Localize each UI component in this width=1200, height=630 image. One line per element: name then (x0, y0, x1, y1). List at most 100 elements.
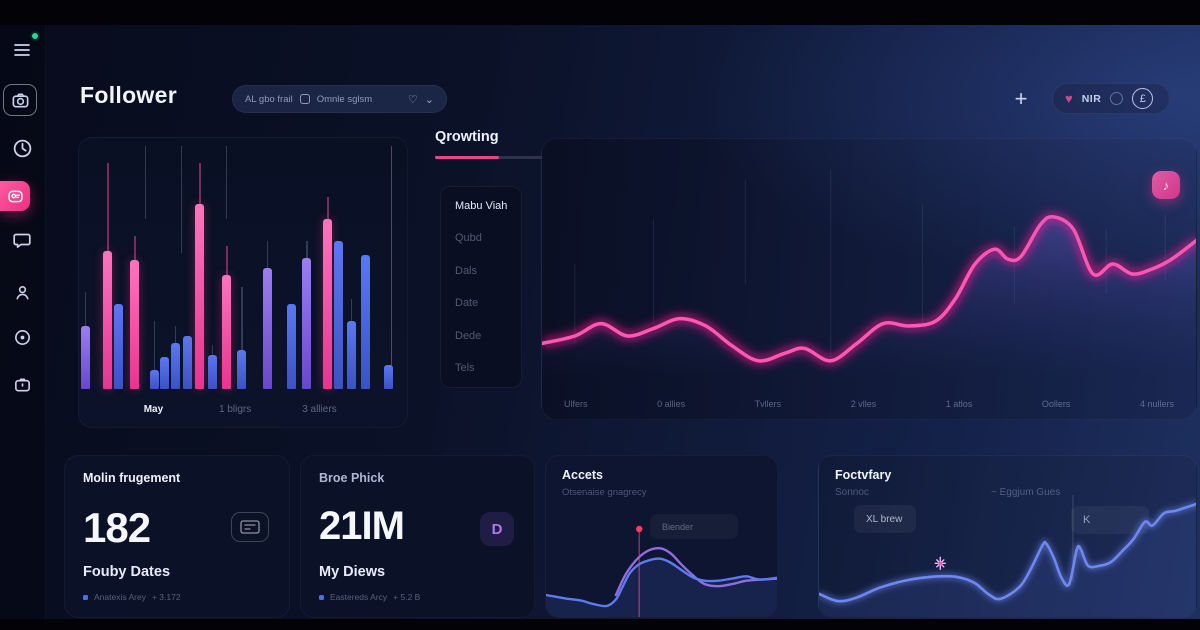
bar-wick (199, 163, 201, 205)
x-axis-label: 1 atlos (945, 399, 973, 409)
bottom-strip (0, 619, 1200, 630)
music-note-button[interactable]: ♪ (1152, 171, 1180, 199)
filter-badge-right[interactable]: K (1071, 506, 1149, 534)
bar (384, 364, 394, 389)
legend-label: Anatexis Arey (94, 592, 146, 602)
card-label-right: ~ Eggjum Gues (991, 487, 1061, 498)
notification-badge (30, 31, 40, 41)
x-axis-label: Oollers (1041, 399, 1071, 409)
bar (222, 274, 231, 389)
keyboard-card-icon[interactable] (231, 512, 269, 542)
card-title: Molin frugement (83, 471, 181, 485)
accets-chart (546, 525, 777, 617)
metric-legend: Eastereds Arcy + 5.2 B (319, 592, 420, 602)
x-axis-label: May (143, 404, 164, 415)
profile-name: NIR (1081, 92, 1102, 105)
legend-delta: + 5.2 B (393, 592, 421, 602)
x-axis-label: 3 alliers (302, 404, 337, 415)
chart-hairline (144, 146, 147, 219)
x-axis-label: 0 allies (657, 399, 686, 409)
bar-wick (174, 325, 177, 343)
bar (302, 257, 312, 389)
header-actions: + ♥ NIR £ (1006, 83, 1170, 114)
chart-hairline (390, 146, 393, 389)
add-button[interactable]: + (1014, 85, 1028, 111)
tab-growth[interactable]: Qrowting (435, 129, 499, 145)
metric-legend: Anatexis Arey + 3.172 (83, 592, 181, 602)
tab-underline (435, 156, 545, 159)
filter-badge-left[interactable]: XL brew (854, 505, 916, 533)
search-text-right: Omnle sglsm (316, 93, 373, 105)
x-axis-label: Ulfers (564, 399, 588, 409)
bar-wick (327, 197, 329, 219)
card-title: Broe Phick (319, 471, 385, 485)
page-title: Follower (80, 82, 177, 108)
chart-hairline (180, 146, 183, 253)
bar-wick (211, 345, 214, 355)
line-chart-x-axis: Ulfers 0 allies Tvllers 2 vlles 1 atlos Oolle… (542, 399, 1196, 409)
legend-label: Eastereds Arcy (330, 592, 388, 602)
menu-item[interactable]: Mabu Viah (455, 200, 508, 212)
bar (195, 204, 205, 389)
legend-dot (319, 594, 324, 600)
metric-value: 21IM (319, 504, 405, 548)
card-title: Accets (562, 468, 603, 482)
profile-pill[interactable]: ♥ NIR £ (1052, 83, 1170, 114)
top-strip (0, 0, 1200, 25)
metric-subtitle: My Diews (319, 564, 386, 580)
chat-icon[interactable] (7, 225, 37, 255)
audience-icon[interactable] (0, 181, 30, 211)
line-chart-card[interactable]: Ulfers 0 allies Tvllers 2 vlles 1 atlos Oolle… (541, 138, 1197, 420)
metric-card-views: Broe Phick 21IM D My Diews Eastereds Arc… (300, 455, 535, 618)
x-axis-label: 2 vlles (850, 399, 877, 409)
bar (103, 250, 113, 389)
bar-wick (306, 240, 308, 258)
bar (237, 350, 247, 389)
main-area: Follower AL gbo frail Omnle sglsm ♡ ⌄ + … (0, 25, 1200, 619)
search-bar[interactable]: AL gbo frail Omnle sglsm ♡ ⌄ (232, 85, 447, 113)
card-subtitle: Otsenaise gnagrecy (562, 487, 647, 498)
sidebar (0, 25, 46, 619)
chart-tooltip: Biender (650, 514, 738, 539)
foctvfary-card[interactable]: Foctvfary Sonnoc ~ Eggjum Gues XL brew K (818, 455, 1197, 618)
bar (333, 240, 343, 389)
menu-icon[interactable] (7, 31, 40, 65)
x-axis-label: 4 nullers (1139, 399, 1174, 409)
bar-wick (84, 291, 87, 326)
card-label-left: Sonnoc (835, 487, 869, 498)
bar (130, 260, 140, 389)
bar-chart (79, 146, 407, 389)
bar (80, 325, 90, 389)
menu-item[interactable]: Tels (455, 361, 475, 374)
bar-wick (241, 286, 243, 351)
briefcase-icon[interactable] (7, 369, 37, 399)
camera-icon[interactable] (3, 84, 37, 116)
d-badge-icon[interactable]: D (480, 512, 514, 546)
foctvfary-chart (819, 495, 1196, 617)
history-icon[interactable] (7, 133, 37, 163)
growth-dropdown-menu: Mabu Viah Qubd Dals Date Dede Tels (440, 186, 522, 388)
status-circle-icon (1110, 92, 1124, 105)
bar-wick (350, 299, 353, 321)
bar (207, 354, 217, 389)
bar (323, 218, 333, 389)
user-icon[interactable] (7, 277, 37, 307)
chart-hairline (225, 146, 228, 219)
metric-card-engagement: Molin frugement 182 Fouby Dates Anatexis… (64, 455, 290, 618)
bar-chart-card[interactable]: May 1 bligrs 3 alliers (78, 137, 408, 428)
metric-value: 182 (83, 504, 151, 551)
menu-item[interactable]: Dede (455, 329, 482, 342)
menu-item[interactable]: Date (455, 297, 479, 310)
legend-delta: + 3.172 (151, 592, 181, 602)
bar (182, 335, 192, 389)
bar-chart-x-axis: May 1 bligrs 3 alliers (79, 404, 407, 418)
search-text-left: AL gbo frail (245, 93, 293, 105)
menu-item[interactable]: Dals (455, 264, 478, 277)
bar (346, 320, 356, 389)
bar-wick (153, 320, 156, 370)
menu-item[interactable]: Qubd (455, 232, 482, 245)
accets-card[interactable]: Accets Otsenaise gnagrecy Biender (545, 455, 778, 618)
x-axis-label: Tvllers (754, 399, 782, 409)
target-icon[interactable] (7, 322, 37, 352)
